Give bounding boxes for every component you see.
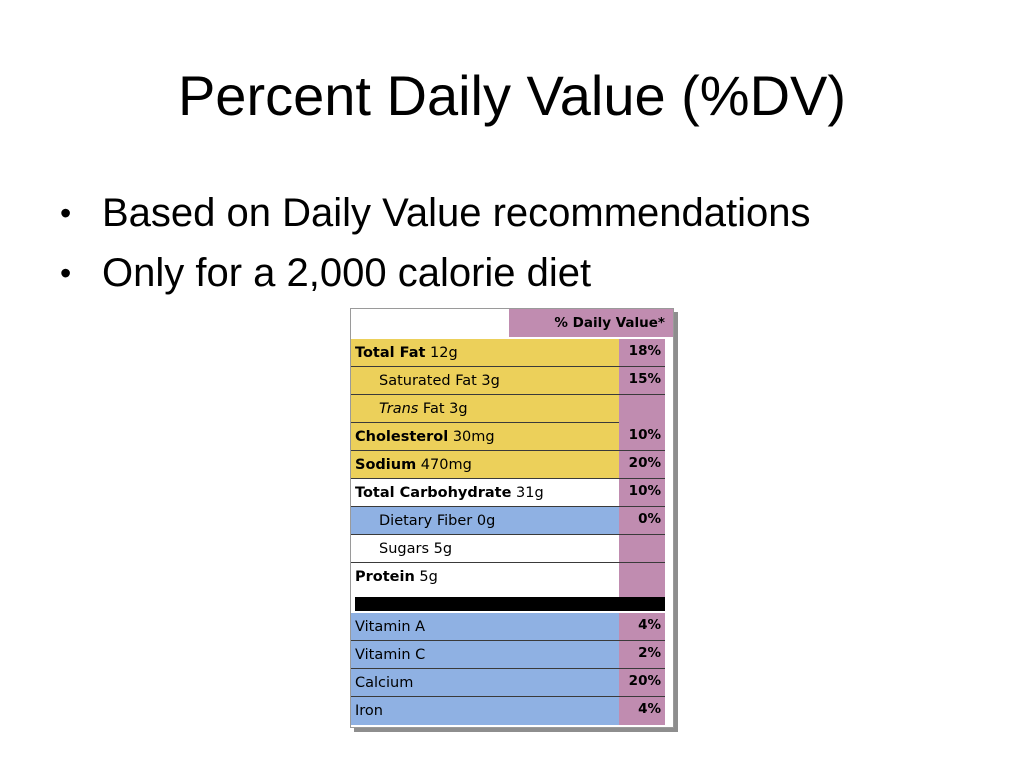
bullet-list: • Based on Daily Value recommendations •… xyxy=(60,188,811,308)
nutrient-percent: 10% xyxy=(619,479,665,507)
bullet-item: • Only for a 2,000 calorie diet xyxy=(60,248,811,308)
nutrient-percent: 20% xyxy=(619,451,665,479)
bullet-text: Based on Daily Value recommendations xyxy=(102,191,811,235)
nutrient-name: Sodium 470mg xyxy=(351,451,619,479)
bullet-dot-icon: • xyxy=(60,195,72,231)
nutrient-amount: 5g xyxy=(414,569,438,585)
nutrient-percent: 4% xyxy=(619,613,665,641)
nutrient-row-protein: Protein 5g xyxy=(351,563,673,597)
nutrient-row-vitamin-a: Vitamin A 4% xyxy=(351,613,673,641)
nutrient-name: Vitamin A xyxy=(351,613,619,641)
nutrient-bold: Total Carbohydrate xyxy=(355,485,512,501)
nutrient-amount: Saturated Fat 3g xyxy=(379,373,500,389)
bullet-dot-icon: • xyxy=(60,255,72,291)
nutrient-percent: 20% xyxy=(619,669,665,697)
separator-bar xyxy=(355,597,665,611)
label-header: % Daily Value* xyxy=(351,309,673,339)
nutrient-percent xyxy=(619,395,665,423)
nutrient-row-vitamin-c: Vitamin C 2% xyxy=(351,641,673,669)
nutrient-name: Trans Fat 3g xyxy=(351,395,619,423)
nutrient-row-trans-fat: Trans Fat 3g xyxy=(351,395,673,423)
nutrient-row-cholesterol: Cholesterol 30mg 10% xyxy=(351,423,673,451)
nutrient-bold: Protein xyxy=(355,569,415,585)
bullet-item: • Based on Daily Value recommendations xyxy=(60,188,811,248)
bullet-text: Only for a 2,000 calorie diet xyxy=(102,251,592,295)
nutrient-percent: 10% xyxy=(619,423,665,451)
slide-title: Percent Daily Value (%DV) xyxy=(177,64,847,127)
nutrient-name: Vitamin C xyxy=(351,641,619,669)
nutrient-name: Total Carbohydrate 31g xyxy=(351,479,619,507)
nutrient-row-sodium: Sodium 470mg 20% xyxy=(351,451,673,479)
nutrient-bold: Cholesterol xyxy=(355,429,449,445)
nutrient-row-total-carbohydrate: Total Carbohydrate 31g 10% xyxy=(351,479,673,507)
nutrient-amount: 30mg xyxy=(448,429,495,445)
nutrient-percent xyxy=(619,563,665,597)
nutrient-amount: Fat 3g xyxy=(418,401,468,417)
nutrition-label-panel: % Daily Value* Total Fat 12g 18% Saturat… xyxy=(350,308,674,728)
nutrient-bold: Sodium xyxy=(355,457,417,473)
nutrient-name: Sugars 5g xyxy=(351,535,619,563)
nutrient-name: Total Fat 12g xyxy=(351,339,619,367)
nutrient-percent: 2% xyxy=(619,641,665,669)
nutrient-row-dietary-fiber: Dietary Fiber 0g 0% xyxy=(351,507,673,535)
nutrient-amount: 12g xyxy=(425,345,458,361)
nutrient-percent: 18% xyxy=(619,339,665,367)
nutrient-name: Iron xyxy=(351,697,619,725)
nutrient-percent: 4% xyxy=(619,697,665,725)
nutrient-row-sugars: Sugars 5g xyxy=(351,535,673,563)
nutrient-row-calcium: Calcium 20% xyxy=(351,669,673,697)
nutrient-name: Protein 5g xyxy=(351,563,619,591)
nutrient-amount: Sugars 5g xyxy=(379,541,453,557)
nutrient-name: Calcium xyxy=(351,669,619,697)
nutrition-label: % Daily Value* Total Fat 12g 18% Saturat… xyxy=(350,308,678,732)
nutrient-row-saturated-fat: Saturated Fat 3g 15% xyxy=(351,367,673,395)
nutrient-bold: Total Fat xyxy=(355,345,426,361)
nutrient-amount: Dietary Fiber 0g xyxy=(379,513,496,529)
nutrient-amount: 31g xyxy=(511,485,544,501)
nutrient-amount: 470mg xyxy=(416,457,472,473)
nutrient-name: Cholesterol 30mg xyxy=(351,423,619,451)
nutrient-italic: Trans xyxy=(379,401,419,417)
nutrient-percent: 0% xyxy=(619,507,665,535)
nutrient-name: Dietary Fiber 0g xyxy=(351,507,619,535)
nutrient-row-total-fat: Total Fat 12g 18% xyxy=(351,339,673,367)
nutrient-name: Saturated Fat 3g xyxy=(351,367,619,395)
nutrient-row-iron: Iron 4% xyxy=(351,697,673,725)
nutrient-percent xyxy=(619,535,665,563)
nutrient-percent: 15% xyxy=(619,367,665,395)
daily-value-header: % Daily Value* xyxy=(509,309,673,337)
